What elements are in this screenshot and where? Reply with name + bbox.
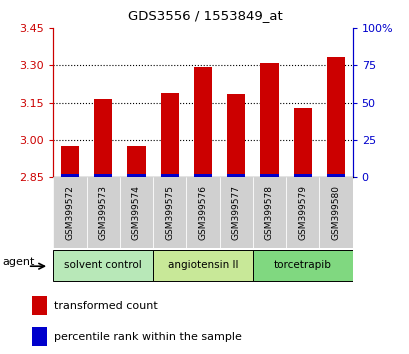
Text: GSM399579: GSM399579: [297, 185, 306, 240]
Bar: [94, 99, 112, 177]
Text: torcetrapib: torcetrapib: [273, 261, 331, 270]
Bar: [94, 174, 112, 177]
Bar: [53, 177, 86, 248]
Text: GSM399576: GSM399576: [198, 185, 207, 240]
Bar: [119, 177, 153, 248]
Text: solvent control: solvent control: [64, 261, 142, 270]
Bar: [326, 174, 344, 177]
Bar: [227, 174, 245, 177]
Bar: [260, 63, 278, 177]
Bar: [61, 146, 79, 177]
Text: angiotensin II: angiotensin II: [167, 261, 238, 270]
Text: transformed count: transformed count: [54, 301, 158, 310]
Bar: [153, 250, 252, 281]
Text: GSM399578: GSM399578: [264, 185, 273, 240]
Bar: [160, 93, 178, 177]
Bar: [127, 146, 145, 177]
Text: GSM399574: GSM399574: [132, 185, 141, 240]
Bar: [326, 57, 344, 177]
Text: GSM399575: GSM399575: [165, 185, 174, 240]
Text: GSM399577: GSM399577: [231, 185, 240, 240]
Text: GSM399572: GSM399572: [65, 185, 74, 240]
Bar: [252, 177, 285, 248]
Bar: [86, 177, 119, 248]
Bar: [227, 94, 245, 177]
Text: GSM399573: GSM399573: [99, 185, 108, 240]
Bar: [186, 177, 219, 248]
Bar: [293, 174, 311, 177]
Bar: [160, 174, 178, 177]
Bar: [260, 174, 278, 177]
Bar: [293, 108, 311, 177]
Bar: [32, 296, 47, 315]
Bar: [193, 67, 211, 177]
Bar: [219, 177, 252, 248]
Bar: [193, 174, 211, 177]
Bar: [32, 327, 47, 346]
Bar: [127, 174, 145, 177]
Bar: [53, 250, 153, 281]
Text: percentile rank within the sample: percentile rank within the sample: [54, 331, 242, 342]
Text: agent: agent: [3, 257, 35, 267]
Text: GDS3556 / 1553849_at: GDS3556 / 1553849_at: [127, 9, 282, 22]
Text: GSM399580: GSM399580: [330, 185, 339, 240]
Bar: [252, 250, 352, 281]
Bar: [319, 177, 352, 248]
Bar: [153, 177, 186, 248]
Bar: [61, 174, 79, 177]
Bar: [285, 177, 319, 248]
